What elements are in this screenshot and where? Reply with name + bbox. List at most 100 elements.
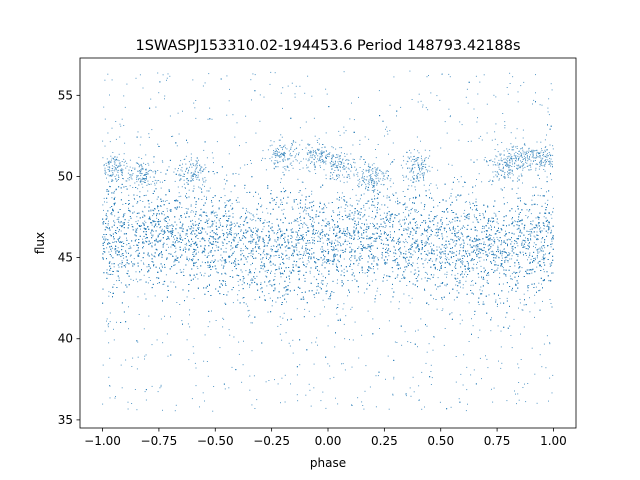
data-point <box>225 273 227 275</box>
data-point <box>297 203 299 205</box>
data-point <box>199 272 201 274</box>
data-point <box>366 282 368 284</box>
data-point <box>157 236 159 238</box>
data-point <box>377 287 379 289</box>
data-point <box>110 292 111 293</box>
data-point <box>477 210 478 211</box>
data-point <box>486 253 488 255</box>
data-point <box>295 264 297 266</box>
data-point <box>333 261 335 263</box>
data-point <box>536 266 538 268</box>
data-point <box>346 244 348 246</box>
data-point <box>154 256 156 258</box>
data-point <box>523 202 525 204</box>
data-point <box>122 241 124 243</box>
data-point <box>339 318 341 320</box>
data-point <box>318 270 320 272</box>
data-point <box>539 264 541 266</box>
data-point <box>313 200 315 202</box>
data-point <box>469 238 471 240</box>
data-point <box>178 196 180 198</box>
data-point <box>291 228 293 230</box>
data-point <box>221 241 223 243</box>
data-point <box>114 215 116 217</box>
data-point <box>540 265 541 267</box>
data-point <box>494 242 496 244</box>
data-point <box>433 298 434 300</box>
data-point <box>117 247 119 249</box>
data-point <box>140 225 142 226</box>
data-point <box>431 252 433 254</box>
data-point <box>106 269 108 271</box>
data-point <box>386 251 387 253</box>
data-point <box>520 231 522 233</box>
data-point <box>344 239 346 241</box>
data-point <box>351 243 352 245</box>
data-point <box>424 246 426 247</box>
data-point <box>358 258 360 260</box>
data-point <box>151 201 153 203</box>
data-point <box>164 200 166 202</box>
data-point <box>293 220 295 222</box>
data-point <box>103 209 104 211</box>
data-point <box>393 245 395 247</box>
data-point <box>460 286 461 288</box>
data-point <box>514 162 516 164</box>
data-point <box>222 267 224 269</box>
data-point <box>284 236 286 238</box>
data-point <box>142 238 144 240</box>
data-point <box>410 395 412 397</box>
data-point <box>383 195 385 197</box>
data-point <box>358 262 360 264</box>
data-point <box>322 275 324 277</box>
data-point <box>311 237 313 238</box>
data-point <box>417 245 419 247</box>
data-point <box>207 252 209 254</box>
data-point <box>139 200 141 201</box>
data-point <box>471 318 472 320</box>
data-point <box>201 199 203 200</box>
data-point <box>436 228 438 230</box>
data-point <box>374 228 376 229</box>
data-point <box>541 238 543 240</box>
data-point <box>320 282 322 284</box>
data-point <box>299 253 301 255</box>
data-point <box>309 272 311 274</box>
data-point <box>292 253 294 255</box>
data-point <box>515 210 516 212</box>
data-point <box>483 231 485 233</box>
data-point <box>463 212 465 214</box>
data-point <box>460 215 462 217</box>
data-point <box>538 261 540 262</box>
data-point <box>480 135 482 137</box>
data-point <box>280 247 282 249</box>
data-point <box>204 272 206 274</box>
data-point <box>124 213 126 215</box>
data-point <box>408 213 410 215</box>
data-point <box>527 216 529 218</box>
data-point <box>205 231 207 233</box>
data-point <box>279 228 281 230</box>
data-point <box>499 249 501 251</box>
data-point <box>158 205 160 207</box>
data-point <box>137 220 139 222</box>
data-point <box>313 221 315 223</box>
data-point <box>508 291 510 293</box>
data-point <box>221 260 223 262</box>
data-point <box>449 313 451 315</box>
data-point <box>548 223 550 225</box>
data-point <box>306 224 308 226</box>
data-point <box>264 254 266 256</box>
data-point <box>303 210 305 211</box>
data-point <box>372 222 374 224</box>
data-point <box>407 263 409 265</box>
data-point <box>358 232 360 233</box>
data-point <box>232 247 234 249</box>
data-point <box>540 241 542 243</box>
data-point <box>249 227 251 229</box>
data-point <box>244 257 246 259</box>
data-point <box>199 240 201 242</box>
data-point <box>238 290 240 292</box>
data-point <box>395 253 397 255</box>
data-point <box>173 238 175 240</box>
